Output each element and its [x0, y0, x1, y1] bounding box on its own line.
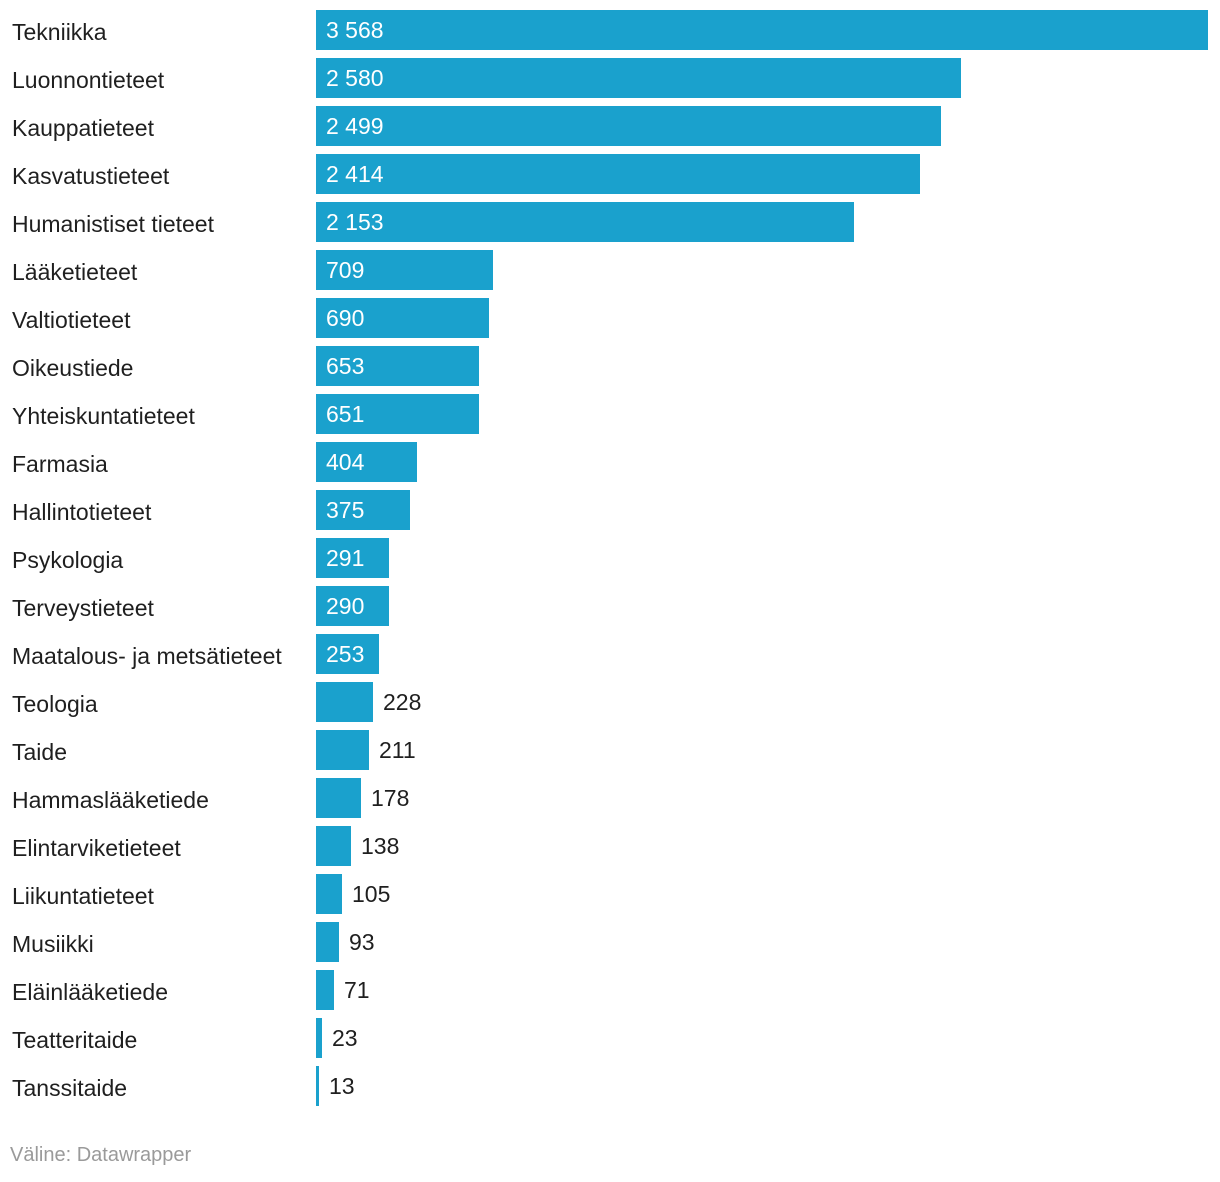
bar-row: Taide 211 — [0, 728, 1220, 776]
category-label: Farmasia — [12, 451, 108, 477]
bar — [316, 442, 417, 482]
bar — [316, 634, 379, 674]
value-label: 2 580 — [326, 65, 384, 91]
value-label: 709 — [326, 257, 365, 283]
bar-row: Liikuntatieteet 105 — [0, 872, 1220, 920]
category-label: Teatteritaide — [12, 1027, 138, 1053]
category-label: Kasvatustieteet — [12, 163, 170, 189]
value-label: 178 — [371, 785, 410, 811]
bar — [316, 202, 854, 242]
category-label: Kauppatieteet — [12, 115, 154, 141]
bar-row: Humanistiset tieteet 2 153 — [0, 200, 1220, 248]
bar — [316, 250, 493, 290]
category-label: Maatalous- ja metsätieteet — [12, 643, 282, 669]
source-note: Väline: Datawrapper — [10, 1144, 192, 1166]
bar — [316, 1018, 322, 1058]
value-label: 2 499 — [326, 113, 384, 139]
category-label: Psykologia — [12, 547, 124, 573]
value-label: 13 — [329, 1073, 355, 1099]
value-label: 93 — [349, 929, 375, 955]
bar — [316, 586, 389, 626]
bar-chart: Tekniikka 3 568 Luonnontieteet 2 580 Kauppat… — [0, 8, 1220, 1112]
value-label: 3 568 — [326, 17, 384, 43]
value-label: 653 — [326, 353, 365, 379]
category-label: Valtiotieteet — [12, 307, 131, 333]
category-label: Elintarviketieteet — [12, 835, 181, 861]
category-label: Yhteiskuntatieteet — [12, 403, 195, 429]
bar-row: Luonnontieteet 2 580 — [0, 56, 1220, 104]
category-label: Tanssitaide — [12, 1075, 128, 1101]
bar — [316, 106, 941, 146]
bar-row: Musiikki 93 — [0, 920, 1220, 968]
value-label: 651 — [326, 401, 365, 427]
value-label: 2 153 — [326, 209, 384, 235]
category-label: Hallintotieteet — [12, 499, 152, 525]
value-label: 71 — [344, 977, 370, 1003]
bar-row: Elintarviketieteet 138 — [0, 824, 1220, 872]
value-label: 375 — [326, 497, 365, 523]
bar — [316, 154, 920, 194]
bar-row: Teatteritaide 23 — [0, 1016, 1220, 1064]
bar — [316, 922, 339, 962]
bar-row: Lääketieteet 709 — [0, 248, 1220, 296]
bar — [316, 730, 369, 770]
category-label: Oikeustiede — [12, 355, 134, 381]
value-label: 253 — [326, 641, 365, 667]
bar — [316, 970, 334, 1010]
bar — [316, 682, 373, 722]
value-label: 211 — [379, 737, 416, 763]
category-label: Lääketieteet — [12, 259, 138, 285]
bar — [316, 826, 351, 866]
bar-row: Tekniikka 3 568 — [0, 8, 1220, 56]
category-label: Terveystieteet — [12, 595, 154, 621]
value-label: 23 — [332, 1025, 358, 1051]
bar-row: Psykologia 291 — [0, 536, 1220, 584]
category-label: Musiikki — [12, 931, 94, 957]
bar-row: Valtiotieteet 690 — [0, 296, 1220, 344]
category-label: Humanistiset tieteet — [12, 211, 214, 237]
bar-row: Hammaslääketiede 178 — [0, 776, 1220, 824]
category-label: Luonnontieteet — [12, 67, 165, 93]
value-label: 290 — [326, 593, 365, 619]
bar — [316, 10, 1208, 50]
bar — [316, 394, 479, 434]
category-label: Teologia — [12, 691, 98, 717]
bar — [316, 1066, 319, 1106]
bar — [316, 538, 389, 578]
bar — [316, 490, 410, 530]
bar — [316, 58, 961, 98]
bar — [316, 778, 361, 818]
value-label: 404 — [326, 449, 365, 475]
bar-row: Eläinlääketiede 71 — [0, 968, 1220, 1016]
category-label: Liikuntatieteet — [12, 883, 154, 909]
value-label: 690 — [326, 305, 365, 331]
value-label: 2 414 — [326, 161, 384, 187]
bar-row: Oikeustiede 653 — [0, 344, 1220, 392]
value-label: 105 — [352, 881, 391, 907]
category-label: Tekniikka — [12, 19, 107, 45]
bar-row: Maatalous- ja metsätieteet 253 — [0, 632, 1220, 680]
bar-row: Kauppatieteet 2 499 — [0, 104, 1220, 152]
value-label: 291 — [326, 545, 365, 571]
bar-row: Farmasia 404 — [0, 440, 1220, 488]
category-label: Hammaslääketiede — [12, 787, 209, 813]
bar-row: Terveystieteet 290 — [0, 584, 1220, 632]
bar-row: Tanssitaide 13 — [0, 1064, 1220, 1112]
bar — [316, 874, 342, 914]
value-label: 228 — [383, 689, 422, 715]
bar-row: Teologia 228 — [0, 680, 1220, 728]
category-label: Taide — [12, 739, 67, 765]
bar — [316, 346, 479, 386]
bar — [316, 298, 489, 338]
category-label: Eläinlääketiede — [12, 979, 169, 1005]
bar-row: Kasvatustieteet 2 414 — [0, 152, 1220, 200]
value-label: 138 — [361, 833, 400, 859]
bar-row: Hallintotieteet 375 — [0, 488, 1220, 536]
bar-row: Yhteiskuntatieteet 651 — [0, 392, 1220, 440]
